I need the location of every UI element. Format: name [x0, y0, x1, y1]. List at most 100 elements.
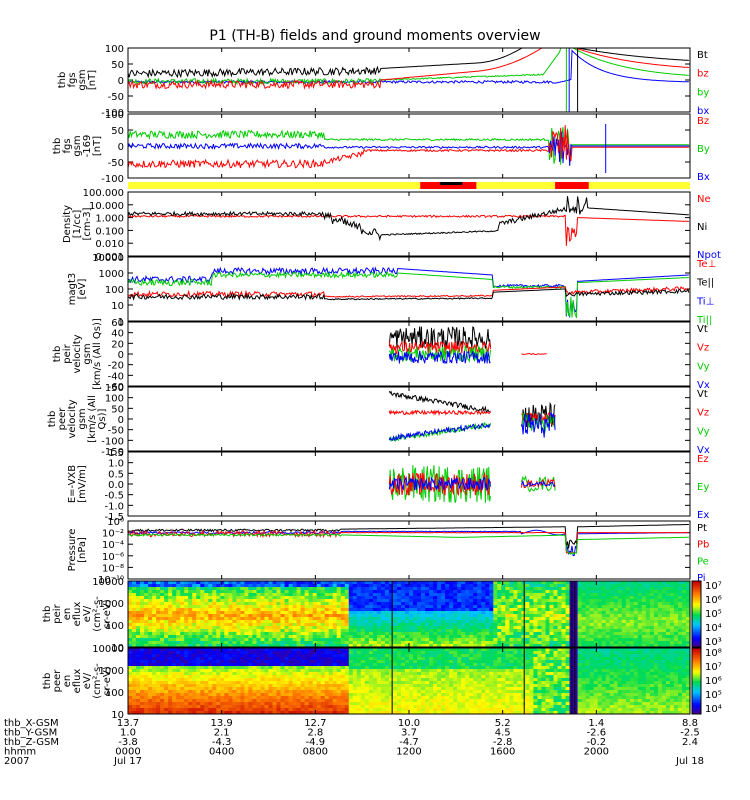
legend-ni: Ni: [697, 222, 707, 233]
panel-3-ylabel: [cm-3]: [82, 207, 93, 240]
pt-trace: [127, 524, 689, 549]
panel-4-ylabel: [eV]: [77, 279, 88, 300]
panel-5-ylabel: velocity: [72, 334, 83, 373]
te-par-trace: [127, 288, 690, 301]
time-axis-value: -2.5: [680, 728, 700, 739]
legend-ey: Ey: [697, 482, 709, 493]
panel-6-ylabel: [km/s (All: [87, 395, 98, 443]
time-axis-row-label: thb_X-GSM: [4, 718, 59, 729]
time-axis-value: 1600: [490, 747, 515, 758]
panel-10-ytick: 1000: [99, 666, 124, 677]
panel-frame: [127, 256, 691, 322]
legend-ti⊥: Ti⊥: [696, 296, 714, 307]
bt-trace: [127, 47, 689, 79]
panel-7-ytick: 1.5: [108, 448, 124, 459]
panel-4-ylabel: magt3: [67, 273, 78, 306]
time-axis-row-label: thb_Y-GSM: [4, 728, 57, 739]
panel-8-ylabel: [nPa]: [77, 537, 88, 563]
time-axis-row-label: thb_Z-GSM: [4, 737, 59, 748]
time-axis-value: 12.7: [304, 718, 326, 729]
panel-6-ytick: -50: [108, 426, 124, 437]
panel-1-ytick: -50: [108, 92, 124, 103]
mode-segment: [555, 182, 589, 189]
panel-9-ytick: 100: [105, 621, 124, 632]
panel-1-ylabel: fgs: [67, 72, 78, 87]
panel-1-ytick: 0: [118, 76, 124, 87]
panel-3-ylabel: [1/cc]: [72, 210, 83, 239]
panel-2-ytick: -50: [108, 158, 124, 169]
colorbar-frame: [691, 647, 702, 715]
By-trace: [127, 127, 689, 165]
panel-8-ytick: 10⁰: [107, 517, 124, 528]
colorbar-tick: 10⁴: [705, 704, 722, 715]
legend-ez: Ez: [697, 454, 709, 465]
mode-segment: [476, 182, 556, 189]
mode-segment: [439, 182, 463, 185]
colorbar-tick: 10⁷: [705, 662, 722, 673]
panel-10-ytick: 100: [105, 688, 124, 699]
efield-trace: [520, 475, 556, 493]
panel-6-ytick: 150: [105, 383, 124, 394]
mode-segment: [588, 182, 690, 189]
panel-2-ylabel: gsm: [72, 135, 83, 156]
velocity-trace: [388, 344, 491, 364]
velocity-trace: [388, 340, 491, 355]
time-axis-row-label: hhmm: [4, 747, 36, 758]
time-axis-value: -3.8: [118, 737, 138, 748]
panel-2-ytick: 100: [105, 110, 124, 121]
time-axis-value: 0000: [115, 747, 140, 758]
panel-6-ylabel: Qs)]: [97, 408, 108, 429]
legend-pb: Pb: [697, 540, 709, 551]
panel-6-ylabel: gsm: [77, 408, 88, 429]
panel-9-ytick: 10000: [92, 577, 124, 588]
legend-pt: Pt: [697, 523, 707, 534]
legend-ne: Ne: [697, 194, 711, 205]
panel-1-ylabel: [nT]: [87, 70, 98, 90]
panel-8-ytick: 10⁻⁸: [102, 563, 124, 574]
panel-6-ytick: 100: [105, 394, 124, 405]
colorbar-tick: 10⁷: [705, 581, 722, 592]
legend-vx: Vx: [697, 445, 710, 456]
panel-4-ytick: 1000: [99, 269, 124, 280]
time-axis-value: -0.2: [587, 737, 607, 748]
pe-trace: [127, 533, 689, 555]
ti-par-trace: [127, 270, 689, 318]
panel-5-ylabel: thb: [52, 346, 63, 363]
panel-9-ylabel: eV/: [82, 605, 93, 622]
panel-4-ytick: 1: [118, 317, 124, 328]
velocity-trace: [388, 326, 491, 350]
panel-1-ytick: 50: [111, 60, 124, 71]
time-axis-value: 5.2: [495, 718, 511, 729]
bz-trace: [127, 47, 689, 90]
panel-6: thb peer velocity gsm [km/s (All Qs)] 15010050…: [47, 383, 710, 458]
panel-9-ylabel: peir: [52, 603, 63, 623]
vy-trace: [388, 421, 491, 443]
mode-segment: [128, 182, 421, 189]
efield-trace: [388, 476, 491, 491]
ne-trace: [127, 214, 689, 246]
panel-8-ytick: 10⁻⁶: [102, 552, 124, 563]
panel-8-ytick: 10⁻⁴: [102, 540, 124, 551]
panel-1: thb fgs gsm [nT] 100 50 0 -50 -100 Bt bz by bx: [57, 44, 709, 119]
peir-spectrogram: [128, 581, 691, 648]
panel-5-ytick: -60: [108, 382, 124, 393]
legend-bz: bz: [697, 69, 709, 80]
panel-10-ylabel: (cm²-s-: [92, 663, 103, 699]
legend-ex: Ex: [697, 510, 709, 521]
panel-8-ylabel: Pressure: [67, 529, 78, 572]
panel-2-ylabel: thb: [52, 138, 63, 155]
panel-frame: [127, 191, 691, 257]
panel-2-ytick: 50: [111, 126, 124, 137]
time-axis-value: 8.8: [682, 718, 698, 729]
colorbar-1: 10⁷ 10⁶ 10⁵ 10⁴ 10³: [691, 580, 722, 648]
panel-4-ytick: 100: [105, 285, 124, 296]
legend-vy: Vy: [697, 361, 710, 372]
panel-3-ytick: 0.100: [95, 226, 124, 237]
panel-7-ytick: -0.5: [104, 491, 124, 502]
panel-7-ytick: -1.0: [104, 501, 124, 512]
legend-vy: Vy: [697, 426, 710, 437]
legend-bx: bx: [697, 106, 709, 117]
panel-3-ytick: 10.000: [89, 201, 124, 212]
time-axis-value: 2.1: [214, 728, 230, 739]
